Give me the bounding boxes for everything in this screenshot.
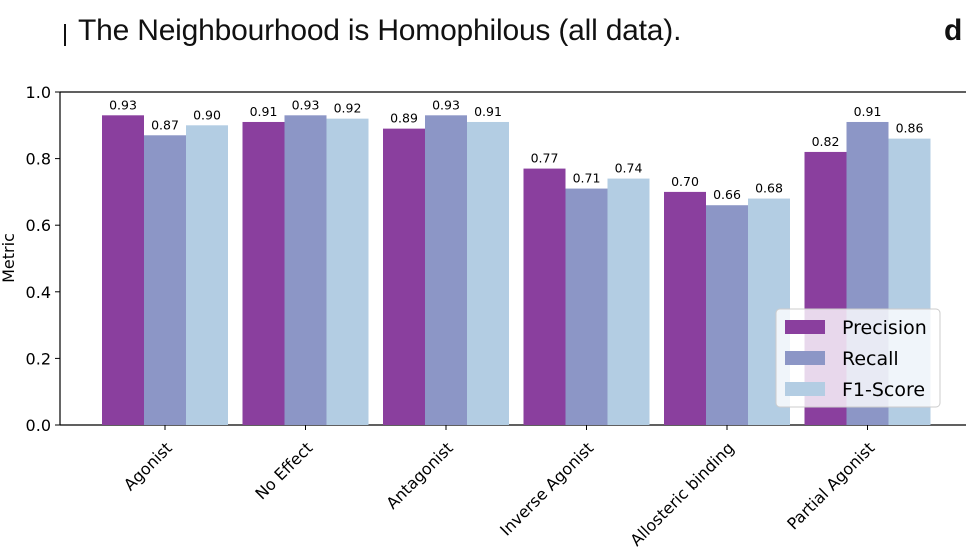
- value-label: 0.93: [432, 97, 460, 112]
- bar-f1-score: [607, 178, 650, 425]
- y-tick-label: 0.4: [26, 283, 51, 302]
- legend-swatch-precision: [785, 320, 825, 334]
- bars: [102, 115, 931, 426]
- bar-recall: [284, 115, 327, 425]
- value-label: 0.91: [474, 104, 502, 119]
- value-label: 0.91: [250, 104, 278, 119]
- value-label: 0.93: [109, 97, 137, 112]
- bar-recall: [144, 135, 186, 426]
- bar-recall: [565, 188, 608, 425]
- value-label: 0.86: [896, 121, 924, 136]
- legend-label-recall: Recall: [842, 348, 899, 370]
- value-label: 0.77: [531, 151, 559, 166]
- chart-title: The Neighbourhood is Homophilous (all da…: [78, 14, 682, 47]
- bar-f1-score: [467, 121, 509, 425]
- value-label: 0.89: [390, 111, 418, 126]
- y-tick-label: 0.6: [26, 216, 51, 235]
- bar-f1-score: [326, 118, 369, 425]
- y-tick-label: 1.0: [26, 83, 51, 102]
- title-left-tick: [64, 24, 66, 46]
- value-label: 0.70: [671, 174, 699, 189]
- bar-precision: [102, 115, 144, 425]
- value-label: 0.68: [755, 181, 783, 196]
- value-label: 0.90: [193, 107, 221, 122]
- value-label: 0.87: [151, 117, 179, 132]
- x-tick-label: Allosteric binding: [626, 438, 737, 548]
- value-label: 0.92: [334, 101, 362, 116]
- x-tick-labels: Agonist No Effect Antagonist Inverse Agonis…: [120, 438, 878, 548]
- legend-swatch-f1-score: [785, 382, 825, 396]
- value-label: 0.93: [292, 97, 320, 112]
- legend-label-precision: Precision: [842, 317, 927, 339]
- y-tick-label: 0.2: [26, 349, 51, 368]
- bar-recall: [706, 205, 748, 425]
- y-tick-labels: 0.0 0.2 0.4 0.6 0.8 1.0: [26, 83, 51, 435]
- bar-precision: [383, 128, 425, 425]
- bar-precision: [242, 121, 285, 425]
- y-tick-label: 0.8: [26, 150, 51, 169]
- x-tick-label: No Effect: [251, 438, 316, 503]
- bar-f1-score: [186, 125, 228, 426]
- value-label: 0.91: [854, 104, 882, 119]
- legend-label-f1-score: F1-Score: [842, 379, 925, 401]
- value-labels: 0.93 0.87 0.90 0.91 0.93 0.92 0.89 0.93 0.91 0.77…: [109, 97, 923, 202]
- y-axis-label: Metric: [0, 233, 18, 283]
- bar-recall: [425, 115, 467, 425]
- y-tick-label: 0.0: [26, 416, 51, 435]
- x-tick-label: Antagonist: [382, 438, 456, 512]
- legend: Precision Recall F1-Score: [775, 308, 941, 408]
- legend-swatch-recall: [785, 351, 825, 365]
- bar-precision: [664, 191, 706, 425]
- x-tick-label: Partial Agonist: [783, 438, 878, 533]
- cropped-corner-letter: d: [944, 14, 963, 47]
- x-tick-label: Agonist: [120, 438, 176, 494]
- bar-precision: [523, 168, 566, 425]
- value-label: 0.74: [615, 161, 643, 176]
- value-label: 0.82: [812, 134, 840, 149]
- value-label: 0.66: [713, 187, 741, 202]
- x-tick-label: Inverse Agonist: [496, 438, 597, 539]
- value-label: 0.71: [573, 171, 601, 186]
